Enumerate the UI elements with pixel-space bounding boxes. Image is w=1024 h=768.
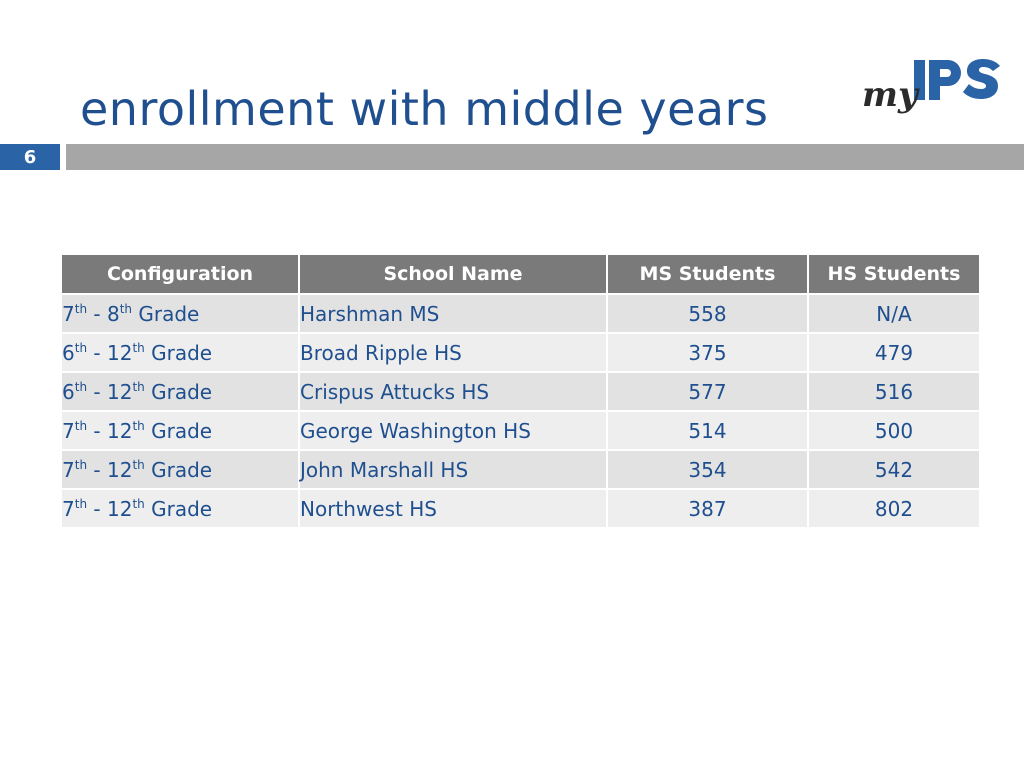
table-row: 7th - 12th Grade Northwest HS 387 802	[60, 488, 981, 529]
configuration-cell: 6th - 12th Grade	[60, 371, 300, 412]
table-row: 7th - 8th Grade Harshman MS 558 N/A	[60, 293, 981, 334]
column-header-ms-students: MS Students	[606, 253, 809, 295]
school-name-cell: Broad Ripple HS	[298, 332, 608, 373]
hs-students-cell: 802	[807, 488, 981, 529]
table-header-row: Configuration School Name MS Students HS…	[60, 253, 981, 295]
hs-students-cell: 542	[807, 449, 981, 490]
table-row: 7th - 12th Grade George Washington HS 51…	[60, 410, 981, 451]
hs-students-cell: N/A	[807, 293, 981, 334]
school-name-cell: Northwest HS	[298, 488, 608, 529]
configuration-cell: 6th - 12th Grade	[60, 332, 300, 373]
column-header-hs-students: HS Students	[807, 253, 981, 295]
school-name-cell: George Washington HS	[298, 410, 608, 451]
page-number-badge: 6	[0, 144, 60, 170]
logo-text-my: my	[862, 75, 920, 115]
ms-students-cell: 375	[606, 332, 809, 373]
title-underline-bar	[66, 144, 1024, 170]
hs-students-cell: 500	[807, 410, 981, 451]
ips-mark	[914, 59, 1000, 100]
hs-students-cell: 479	[807, 332, 981, 373]
svg-text:my: my	[862, 75, 920, 115]
configuration-cell: 7th - 12th Grade	[60, 488, 300, 529]
school-name-cell: John Marshall HS	[298, 449, 608, 490]
enrollment-table: Configuration School Name MS Students HS…	[60, 253, 981, 529]
school-name-cell: Harshman MS	[298, 293, 608, 334]
slide-title: enrollment with middle years	[80, 82, 769, 136]
ms-students-cell: 577	[606, 371, 809, 412]
configuration-cell: 7th - 8th Grade	[60, 293, 300, 334]
column-header-configuration: Configuration	[60, 253, 300, 295]
ms-students-cell: 558	[606, 293, 809, 334]
ms-students-cell: 387	[606, 488, 809, 529]
school-name-cell: Crispus Attucks HS	[298, 371, 608, 412]
ms-students-cell: 514	[606, 410, 809, 451]
table-row: 7th - 12th Grade John Marshall HS 354 54…	[60, 449, 981, 490]
ms-students-cell: 354	[606, 449, 809, 490]
configuration-cell: 7th - 12th Grade	[60, 449, 300, 490]
table-row: 6th - 12th Grade Broad Ripple HS 375 479	[60, 332, 981, 373]
hs-students-cell: 516	[807, 371, 981, 412]
column-header-school-name: School Name	[298, 253, 608, 295]
configuration-cell: 7th - 12th Grade	[60, 410, 300, 451]
myips-logo-graphic: my	[862, 59, 1000, 115]
myips-logo: my	[858, 50, 1006, 126]
table-row: 6th - 12th Grade Crispus Attucks HS 577 …	[60, 371, 981, 412]
